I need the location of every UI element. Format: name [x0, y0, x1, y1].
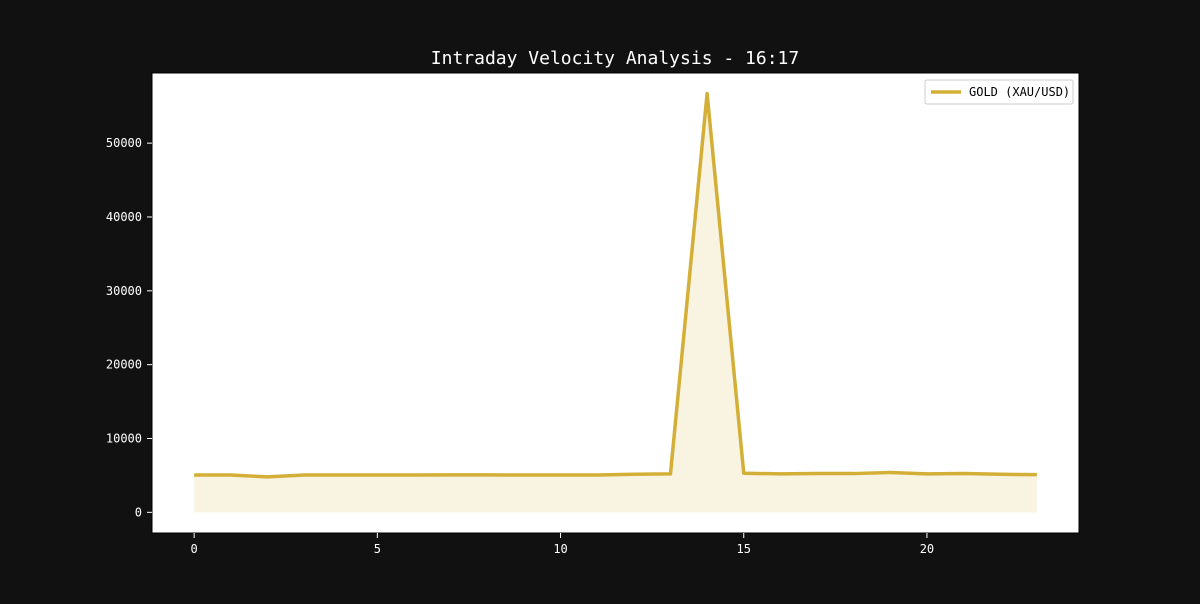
- x-tick-label: 5: [374, 542, 381, 556]
- x-tick-label: 0: [191, 542, 198, 556]
- chart-title: Intraday Velocity Analysis - 16:17: [431, 48, 799, 69]
- legend-label: GOLD (XAU/USD): [969, 85, 1070, 99]
- y-tick-label: 0: [135, 505, 142, 519]
- x-tick-label: 15: [737, 542, 751, 556]
- x-tick-label: 10: [553, 542, 567, 556]
- legend: GOLD (XAU/USD): [925, 80, 1073, 104]
- y-tick-label: 20000: [106, 358, 142, 372]
- y-tick-label: 50000: [106, 136, 142, 150]
- plot-area: [152, 73, 1079, 533]
- y-tick-label: 10000: [106, 431, 142, 445]
- y-tick-label: 40000: [106, 210, 142, 224]
- x-tick-label: 20: [920, 542, 934, 556]
- y-tick-label: 30000: [106, 284, 142, 298]
